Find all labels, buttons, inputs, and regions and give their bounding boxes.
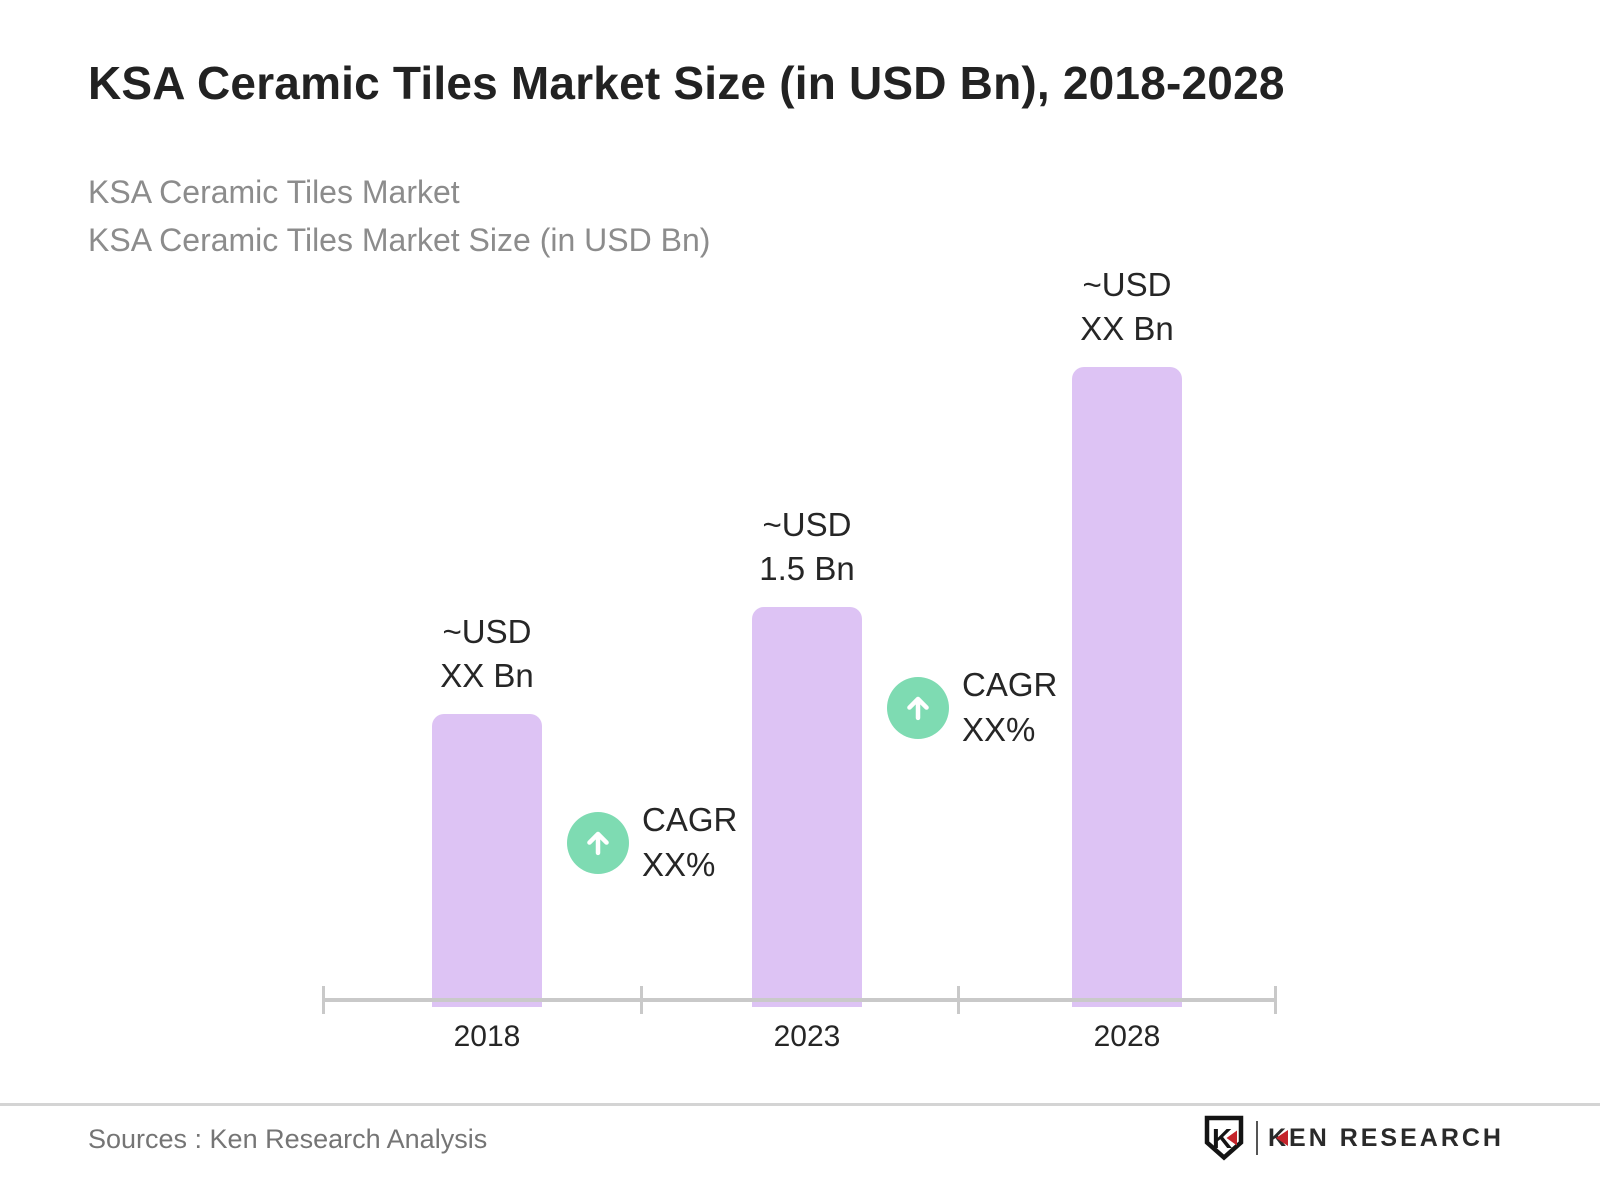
cagr-line2: XX% [642,846,716,883]
logo-separator [1255,1121,1258,1155]
bar-value-label: ~USD XX Bn [357,610,617,698]
bar-value-label: ~USD XX Bn [997,263,1257,351]
bar-2023 [752,607,862,1007]
logo-brand-rest: EN RESEARCH [1289,1123,1504,1152]
chart-title: KSA Ceramic Tiles Market Size (in USD Bn… [88,57,1285,109]
bar-2018 [432,714,542,1007]
up-arrow-glyph [907,696,929,721]
bar-value-line1: ~USD [442,613,532,650]
cagr-line1: CAGR [962,666,1058,703]
badge-red-triangle-icon [1226,1130,1237,1146]
ken-research-badge-icon: K [1204,1115,1244,1161]
subtitle-line-1: KSA Ceramic Tiles Market [88,174,460,210]
up-arrow-glyph [587,831,609,856]
logo-red-triangle-icon [1276,1130,1289,1146]
x-axis-category-label: 2023 [773,1020,841,1053]
x-axis-tick [957,986,960,1014]
bar-value-label: ~USD 1.5 Bn [677,503,937,591]
cagr-annotation: CAGR XX% [962,662,1057,752]
growth-up-arrow-icon [887,677,949,739]
bar-value-line1: ~USD [762,506,852,543]
subtitle-line-2: KSA Ceramic Tiles Market Size (in USD Bn… [88,222,711,258]
x-axis-tick [640,986,643,1014]
bar-2028 [1072,367,1182,1007]
x-axis-tick [322,986,325,1014]
source-note: Sources : Ken Research Analysis [88,1124,488,1154]
footer-divider [0,1103,1600,1106]
chart-subtitle-block: KSA Ceramic Tiles Market KSA Ceramic Til… [88,168,710,264]
ken-research-logo: K K EN RESEARCH [1202,1114,1504,1162]
badge-letter: K [1212,1123,1232,1154]
logo-wordmark: K EN RESEARCH [1268,1124,1504,1153]
x-axis-category-label: 2028 [1093,1020,1161,1053]
growth-up-arrow-icon [567,812,629,874]
x-axis-line [323,998,1275,1002]
cagr-line1: CAGR [642,801,738,838]
x-axis-tick [1274,986,1277,1014]
bar-value-line2: 1.5 Bn [759,550,855,587]
x-axis-category-label: 2018 [453,1020,521,1053]
bar-value-line2: XX Bn [440,657,534,694]
cagr-line2: XX% [962,711,1036,748]
bar-value-line2: XX Bn [1080,310,1174,347]
bar-value-line1: ~USD [1082,266,1172,303]
cagr-annotation: CAGR XX% [642,797,737,887]
